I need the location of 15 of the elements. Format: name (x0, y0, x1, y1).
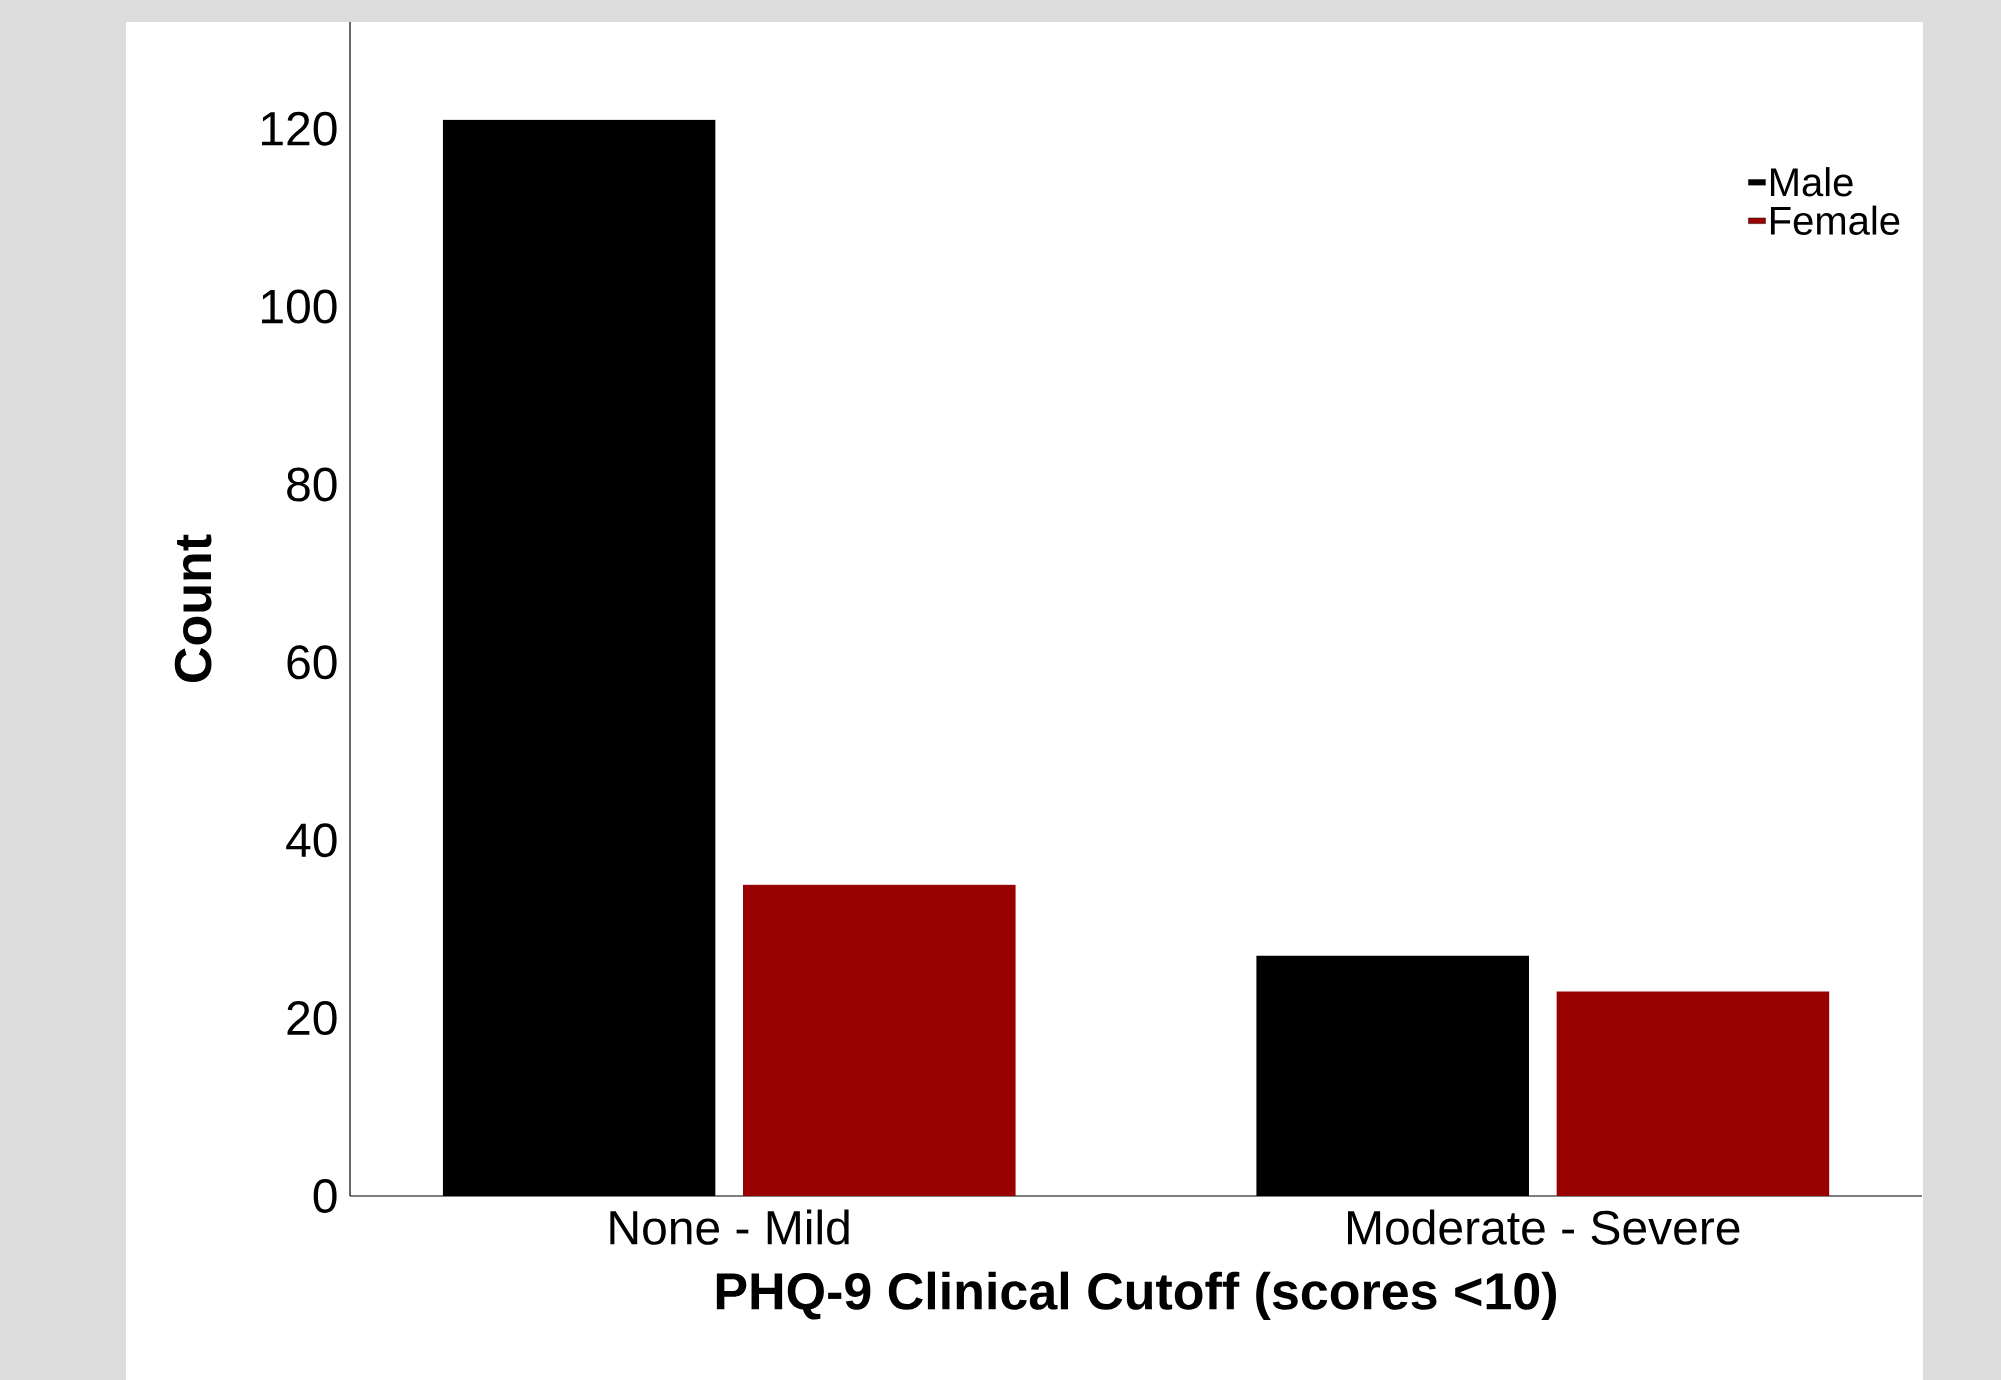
legend-label: Female (1770, 205, 1900, 235)
y-tick-label: 120 (262, 111, 337, 146)
y-tick-label: 20 (287, 1001, 337, 1036)
y-axis-title: Count (174, 534, 212, 682)
bar (743, 884, 1016, 1196)
x-tick-label: None - Mild (610, 1209, 849, 1245)
y-tick-label: 80 (287, 467, 337, 502)
x-axis-title: PHQ-9 Clinical Cutoff (scores <10) (716, 1271, 1556, 1321)
x-tick-label: Moderate - Severe (1347, 1209, 1740, 1245)
y-tick-label: 100 (262, 289, 337, 324)
y-tick-label: 60 (287, 645, 337, 680)
bar (1556, 991, 1830, 1196)
legend-label: Male (1770, 167, 1853, 197)
y-tick-label: 40 (286, 823, 337, 858)
y-tick-label: 0 (313, 1178, 337, 1213)
